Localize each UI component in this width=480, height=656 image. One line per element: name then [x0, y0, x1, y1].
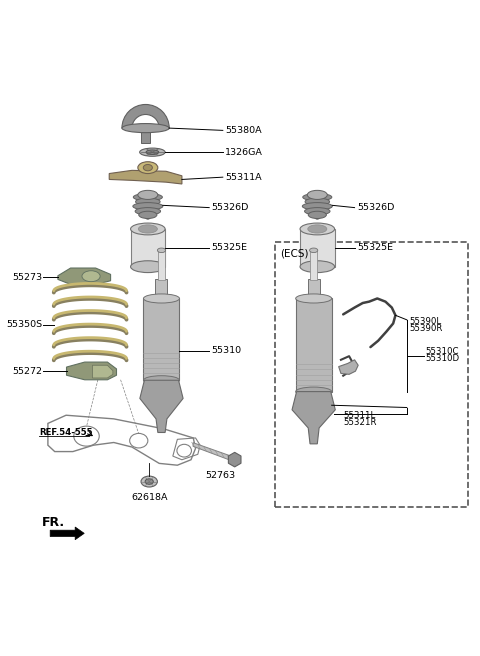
Ellipse shape	[122, 123, 169, 133]
Bar	[144, 298, 180, 380]
Ellipse shape	[305, 198, 330, 205]
Ellipse shape	[310, 248, 318, 253]
Polygon shape	[339, 359, 358, 375]
Text: 55390L: 55390L	[409, 317, 441, 326]
Polygon shape	[193, 443, 235, 462]
Bar	[131, 229, 165, 267]
Ellipse shape	[144, 376, 180, 385]
Ellipse shape	[133, 194, 162, 201]
Ellipse shape	[82, 271, 100, 281]
Polygon shape	[140, 380, 183, 432]
Text: 55326D: 55326D	[357, 203, 394, 212]
Text: 55311L: 55311L	[343, 411, 375, 420]
Ellipse shape	[144, 294, 180, 303]
Text: 55310: 55310	[212, 346, 241, 355]
Text: 55272: 55272	[12, 367, 42, 376]
Polygon shape	[109, 171, 182, 184]
Text: 55311A: 55311A	[225, 173, 262, 182]
Text: 55310C: 55310C	[425, 347, 458, 356]
Ellipse shape	[133, 203, 163, 210]
Polygon shape	[58, 268, 110, 285]
Ellipse shape	[312, 192, 323, 219]
Ellipse shape	[135, 198, 160, 205]
Ellipse shape	[300, 261, 335, 273]
Ellipse shape	[308, 211, 326, 218]
Ellipse shape	[131, 261, 165, 273]
Ellipse shape	[305, 207, 330, 215]
Text: 1326GA: 1326GA	[225, 148, 263, 157]
Ellipse shape	[143, 192, 153, 219]
Bar	[156, 279, 168, 298]
Text: 55310D: 55310D	[425, 354, 459, 363]
Bar	[308, 279, 320, 298]
Text: 55325E: 55325E	[357, 243, 393, 253]
Ellipse shape	[146, 150, 159, 154]
Ellipse shape	[145, 479, 153, 484]
Polygon shape	[50, 527, 84, 540]
Text: 55273: 55273	[12, 273, 42, 281]
Ellipse shape	[302, 203, 332, 210]
Ellipse shape	[303, 194, 332, 201]
Text: 62618A: 62618A	[131, 493, 168, 502]
Ellipse shape	[138, 225, 157, 233]
Text: 55380A: 55380A	[225, 126, 262, 135]
Text: 55321R: 55321R	[343, 418, 377, 427]
Ellipse shape	[296, 294, 332, 303]
Ellipse shape	[131, 223, 165, 235]
Text: 55325E: 55325E	[212, 243, 248, 253]
Ellipse shape	[141, 476, 157, 487]
Wedge shape	[122, 104, 169, 128]
Bar	[158, 251, 165, 280]
Ellipse shape	[140, 148, 165, 156]
Polygon shape	[67, 362, 117, 380]
Bar	[296, 298, 332, 392]
Ellipse shape	[138, 190, 158, 199]
Text: 52763: 52763	[205, 470, 236, 480]
Ellipse shape	[307, 190, 327, 199]
Bar	[275, 241, 468, 508]
Ellipse shape	[135, 207, 161, 215]
Ellipse shape	[300, 223, 335, 235]
Ellipse shape	[138, 162, 158, 174]
Ellipse shape	[139, 211, 157, 218]
Ellipse shape	[157, 248, 166, 253]
Polygon shape	[93, 365, 113, 378]
Text: 55390R: 55390R	[409, 325, 443, 333]
Bar	[141, 132, 150, 143]
Text: 55350S: 55350S	[6, 320, 42, 329]
Ellipse shape	[296, 387, 332, 396]
Bar	[300, 229, 335, 267]
Bar	[311, 251, 317, 280]
Text: (ECS): (ECS)	[280, 249, 309, 259]
Text: FR.: FR.	[42, 516, 65, 529]
Text: 55326D: 55326D	[212, 203, 249, 212]
Ellipse shape	[144, 165, 152, 171]
Text: REF.54-555: REF.54-555	[39, 428, 92, 437]
Polygon shape	[292, 392, 336, 444]
Polygon shape	[228, 453, 241, 467]
Ellipse shape	[308, 225, 327, 233]
